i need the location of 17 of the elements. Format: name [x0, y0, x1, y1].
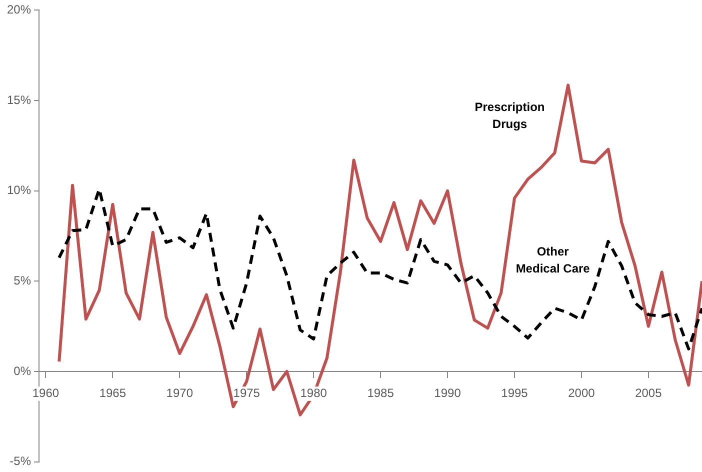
x-tick-label: 1960	[32, 386, 60, 400]
x-tick-label: 1975	[233, 386, 260, 400]
y-tick-label: -5%	[10, 454, 32, 468]
x-tick-label: 2005	[635, 386, 662, 400]
y-tick-label: 5%	[14, 273, 32, 288]
x-tick-label: 2000	[568, 386, 596, 400]
series-label: Prescription Drugs	[474, 100, 545, 132]
x-tick-label: 1995	[501, 386, 528, 400]
y-tick-label: 0%	[14, 364, 32, 378]
x-tick-label: 1965	[99, 386, 126, 400]
y-tick-label: 20%	[6, 2, 32, 17]
x-tick-label: 1985	[367, 386, 394, 400]
y-tick-label: 10%	[6, 183, 32, 198]
y-tick-label: 15%	[6, 92, 32, 107]
x-tick-label: 1970	[166, 386, 194, 400]
x-tick-label: 1990	[434, 386, 462, 400]
series-label: Other Medical Care	[516, 244, 590, 276]
